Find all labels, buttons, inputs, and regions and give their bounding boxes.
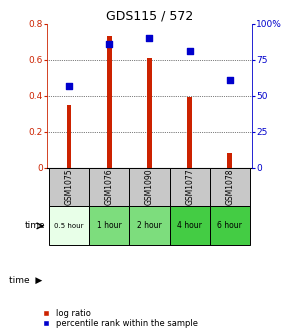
Text: GSM1077: GSM1077 — [185, 169, 194, 205]
Text: 6 hour: 6 hour — [217, 221, 242, 230]
Bar — [49, 206, 89, 245]
Text: GSM1075: GSM1075 — [64, 169, 74, 205]
Text: 4 hour: 4 hour — [177, 221, 202, 230]
Point — [147, 35, 152, 41]
Title: GDS115 / 572: GDS115 / 572 — [106, 9, 193, 23]
Bar — [210, 206, 250, 245]
Bar — [129, 206, 170, 245]
Point — [107, 41, 112, 46]
Point — [228, 77, 232, 82]
Text: time  ▶: time ▶ — [9, 276, 42, 285]
Bar — [49, 168, 89, 206]
Bar — [89, 168, 129, 206]
Text: GSM1076: GSM1076 — [105, 169, 114, 205]
Bar — [170, 168, 210, 206]
Point — [67, 83, 71, 88]
Text: time: time — [25, 221, 46, 230]
Bar — [129, 168, 170, 206]
Text: GSM1090: GSM1090 — [145, 169, 154, 205]
Point — [187, 48, 192, 54]
Bar — [210, 168, 250, 206]
Text: 1 hour: 1 hour — [97, 221, 122, 230]
Bar — [170, 206, 210, 245]
Bar — [147, 58, 152, 168]
Bar — [67, 104, 71, 168]
Legend: log ratio, percentile rank within the sample: log ratio, percentile rank within the sa… — [42, 309, 197, 329]
Bar — [187, 97, 192, 168]
Text: 0.5 hour: 0.5 hour — [54, 223, 84, 229]
Bar — [227, 153, 232, 168]
Text: 2 hour: 2 hour — [137, 221, 162, 230]
Bar — [89, 206, 129, 245]
Text: GSM1078: GSM1078 — [225, 169, 234, 205]
Bar — [107, 36, 112, 168]
